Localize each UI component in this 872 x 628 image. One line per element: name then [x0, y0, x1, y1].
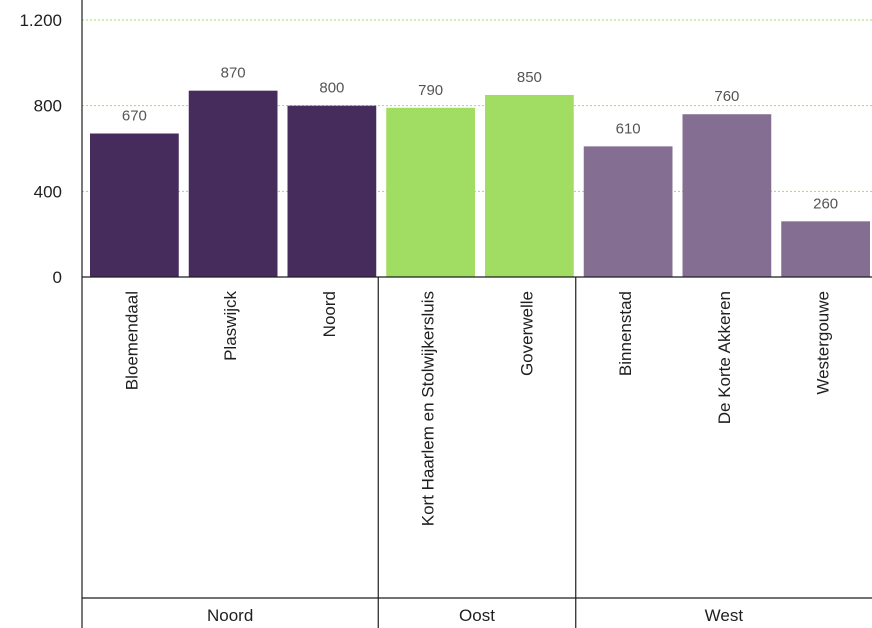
y-tick-label: 0	[53, 268, 62, 287]
data-label: 790	[418, 82, 443, 99]
y-tick-label: 800	[34, 97, 62, 116]
group-label: Noord	[207, 606, 253, 625]
y-tick-label: 400	[34, 182, 62, 201]
y-tick-label: 1.200	[19, 11, 62, 30]
category-label: Kort Haarlem en Stolwijkersluis	[419, 291, 438, 526]
data-labels: 670 870 800 790 850 610 760 260	[122, 65, 838, 213]
category-label: Goverwelle	[517, 291, 536, 376]
bar-de-korte-akkeren	[682, 114, 772, 277]
bar-westergouwe	[781, 221, 870, 277]
data-label: 870	[221, 65, 246, 82]
category-labels: Bloemendaal Plaswijck Noord Kort Haarlem en…	[122, 291, 832, 527]
data-label: 850	[517, 69, 542, 86]
category-label: Bloemendaal	[122, 291, 141, 390]
bars	[90, 90, 870, 278]
data-label: 610	[616, 120, 641, 137]
data-label: 260	[813, 195, 838, 212]
category-label: De Korte Akkeren	[715, 291, 734, 424]
data-label: 760	[714, 88, 739, 105]
bar-noord	[287, 105, 377, 278]
data-label: 800	[319, 80, 344, 97]
bar-goverwelle	[485, 94, 574, 277]
category-label: Plaswijck	[221, 291, 240, 361]
bar-kort-haarlem-en-stolwijkersluis	[386, 107, 475, 277]
category-label: Binnenstad	[616, 291, 635, 376]
category-label: Westergouwe	[814, 291, 833, 395]
category-label: Noord	[320, 291, 339, 337]
data-label: 670	[122, 108, 147, 125]
group-label: Oost	[459, 606, 495, 625]
group-label: West	[705, 606, 744, 625]
bar-binnenstad	[583, 146, 673, 277]
axes	[81, 0, 872, 628]
group-labels: Noord Oost West	[207, 606, 743, 625]
bar-bloemendaal	[90, 133, 179, 277]
bar-plaswijck	[188, 90, 278, 277]
y-tick-labels: 0 400 800 1.200	[19, 11, 62, 287]
